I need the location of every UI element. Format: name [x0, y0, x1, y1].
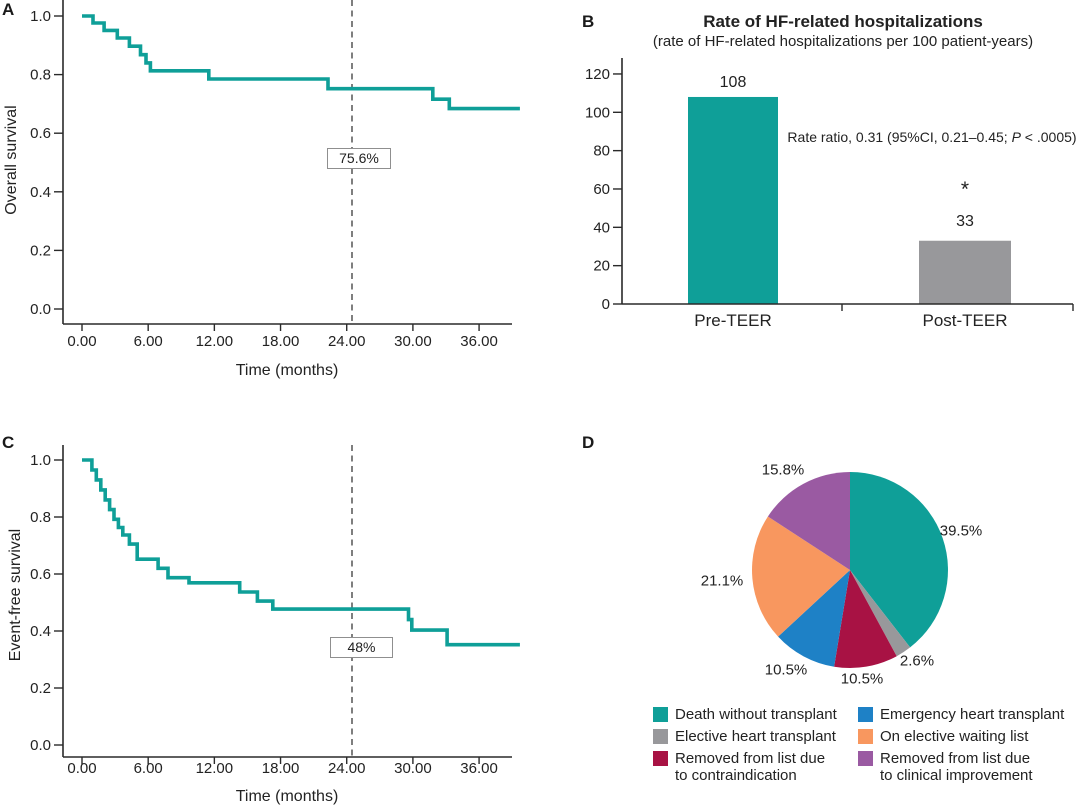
legend-label: Death without transplant	[675, 706, 837, 723]
x-tick-label: 18.00	[262, 760, 300, 777]
panel-a-x-axis-title: Time (months)	[235, 362, 339, 379]
panel-c-y-axis-title: Event-free survival	[7, 528, 24, 662]
panel-d-pie-chart	[752, 472, 948, 669]
y-tick-label: 1.0	[30, 452, 51, 469]
x-tick-label: 12.00	[196, 760, 234, 777]
panel-b-letter: B	[582, 12, 595, 31]
legend-swatch-gray	[653, 729, 668, 744]
panel-a-overall-survival: 0.0 0.2 0.4 0.6 0.8 1.0 0.00 6.00 12.00 18.00 24.0…	[0, 0, 540, 400]
y-tick-label: 0.2	[30, 242, 51, 259]
pie-legend: Death without transplant Emergency heart…	[653, 706, 1064, 784]
legend-swatch-blue	[858, 707, 873, 722]
y-tick-label: 0.0	[30, 737, 51, 754]
legend-label: Elective heart transplant	[675, 728, 836, 745]
y-tick-label: 0.4	[30, 184, 51, 201]
x-tick-label: 24.00	[328, 760, 366, 777]
y-tick-label: 60	[593, 181, 610, 198]
rate-ratio-text: Rate ratio, 0.31 (95%CI, 0.21–0.45;	[787, 129, 1012, 145]
x-tick-label: 24.00	[328, 333, 366, 350]
legend-label: Removed from list due to contraindicatio…	[675, 750, 826, 784]
pie-slice-elective-heart-transplant	[850, 570, 911, 657]
y-tick-label: 0.0	[30, 301, 51, 318]
pie-label-removed-clinical-improvement: 15.8%	[761, 461, 805, 479]
x-tick-label: 30.00	[394, 333, 432, 350]
y-tick-label: 0	[602, 296, 610, 313]
x-tick-label: 12.00	[196, 333, 234, 350]
panel-b-bar-chart: 0 20 40 60 80 100 120	[585, 58, 1074, 313]
pie-label-death-without-transplant: 39.5%	[939, 522, 983, 540]
y-tick-label: 0.4	[30, 623, 51, 640]
km-curve	[82, 458, 520, 647]
legend-swatch-purple	[858, 751, 873, 766]
pie-slice-removed-from-list-due-to-contraindication	[834, 570, 897, 669]
pie-label-emergency-heart-transplant: 10.5%	[764, 661, 808, 679]
pie-slice-emergency-heart-transplant	[778, 570, 850, 667]
y-tick-label: 100	[585, 104, 610, 121]
legend-item-removed-clinical-improvement: Removed from list due to clinical improv…	[858, 750, 1064, 784]
panel-d-outcomes-pie: D 39.5% 2.6% 10.5% 10.5% 21.1% 15.8% Dea…	[540, 400, 1080, 811]
rate-ratio-annotation: Rate ratio, 0.31 (95%CI, 0.21–0.45; P < …	[787, 129, 1076, 145]
x-tick-label: 6.00	[134, 333, 163, 350]
rate-ratio-pvalue: < .0005)	[1020, 129, 1077, 145]
legend-item-removed-contraindication: Removed from list due to contraindicatio…	[653, 750, 858, 784]
y-tick-label: 0.8	[30, 509, 51, 526]
pre-teer-value-label: 108	[719, 74, 747, 91]
y-tick-label: 40	[593, 219, 610, 236]
x-tick-label: 36.00	[460, 760, 498, 777]
legend-item-elective-heart-transplant: Elective heart transplant	[653, 728, 858, 745]
km-curve	[82, 14, 520, 111]
y-tick-label: 1.0	[30, 8, 51, 25]
panel-c-event-free-survival: 0.0 0.2 0.4 0.6 0.8 1.0 0.00 6.00 12.00 18.00 24.0…	[0, 400, 540, 811]
legend-label: Removed from list due to clinical improv…	[880, 750, 1033, 784]
y-tick-label: 120	[585, 66, 610, 83]
legend-item-death-without-transplant: Death without transplant	[653, 706, 858, 723]
post-teer-category-label: Post-TEER	[922, 311, 1008, 330]
panel-c-survival-rate-annotation: 48%	[330, 637, 393, 658]
pie-label-removed-contraindication: 10.5%	[840, 670, 884, 688]
panel-a-km-chart: 0.0 0.2 0.4 0.6 0.8 1.0 0.00 6.00 12.00 18.00 24.0…	[30, 0, 520, 350]
y-tick-label: 20	[593, 258, 610, 275]
panel-a-y-axis-title: Overall survival	[3, 105, 20, 215]
x-tick-label: 36.00	[460, 333, 498, 350]
legend-label: On elective waiting list	[880, 728, 1029, 745]
legend-swatch-teal	[653, 707, 668, 722]
bar-post-teer	[919, 240, 1011, 304]
legend-item-emergency-heart-transplant: Emergency heart transplant	[858, 706, 1064, 723]
legend-item-on-elective-waiting-list: On elective waiting list	[858, 728, 1064, 745]
panel-d-letter: D	[582, 433, 595, 452]
panel-b-hospitalization-rate: 0 20 40 60 80 100 120 B Rate of HF-related hos…	[540, 0, 1080, 400]
panel-c-letter: C	[2, 433, 15, 452]
legend-swatch-orange	[858, 729, 873, 744]
x-tick-label: 30.00	[394, 760, 432, 777]
rate-ratio-p-symbol: P	[1011, 129, 1021, 145]
pie-slice-on-elective-waiting-list	[752, 516, 850, 637]
x-tick-label: 6.00	[134, 760, 163, 777]
y-tick-label: 0.6	[30, 566, 51, 583]
x-tick-label: 0.00	[67, 333, 96, 350]
y-tick-label: 0.2	[30, 680, 51, 697]
pie-label-elective-heart-transplant: 2.6%	[899, 652, 935, 670]
y-tick-label: 80	[593, 143, 610, 160]
panel-a-letter: A	[2, 0, 15, 19]
panel-a-survival-rate-annotation: 75.6%	[327, 148, 391, 169]
x-tick-label: 0.00	[67, 760, 96, 777]
panel-b-chart-title: Rate of HF-related hospitalizations	[703, 12, 983, 31]
bar-pre-teer	[688, 96, 778, 305]
pie-slice-death-without-transplant	[850, 472, 948, 648]
panel-b-chart-subtitle: (rate of HF-related hospitalizations per…	[652, 33, 1034, 50]
legend-label: Emergency heart transplant	[880, 706, 1065, 723]
x-tick-label: 18.00	[262, 333, 300, 350]
y-tick-label: 0.8	[30, 67, 51, 84]
pre-teer-category-label: Pre-TEER	[694, 311, 772, 330]
pie-slice-removed-from-list-due-to-clinical-improvement	[767, 472, 850, 570]
pie-label-on-elective-waiting-list: 21.1%	[700, 572, 744, 590]
significance-asterisk: *	[960, 178, 970, 201]
panel-c-km-chart: 0.0 0.2 0.4 0.6 0.8 1.0 0.00 6.00 12.00 18.00 24.0…	[30, 445, 520, 777]
legend-swatch-crimson	[653, 751, 668, 766]
panel-c-x-axis-title: Time (months)	[235, 788, 339, 805]
y-tick-label: 0.6	[30, 125, 51, 142]
post-teer-value-label: 33	[956, 213, 974, 230]
